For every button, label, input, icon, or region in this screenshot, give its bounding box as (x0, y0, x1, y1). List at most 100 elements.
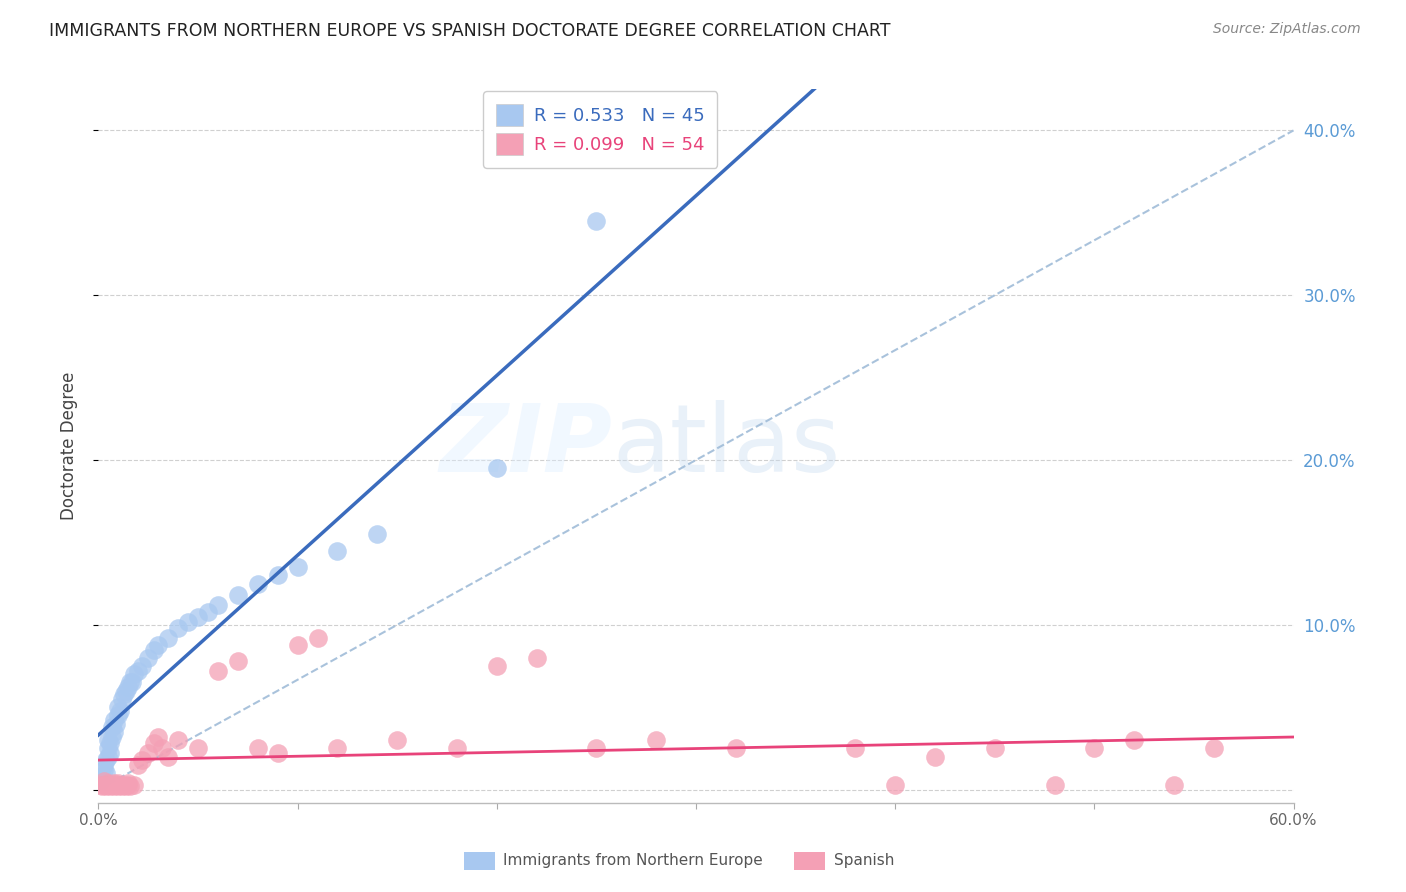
Point (267, 747, 290, 761)
Point (110, 778, 132, 792)
Point (117, 776, 139, 790)
Point (645, 733, 668, 747)
Point (98, 780, 122, 794)
Point (117, 681, 139, 695)
Point (187, 741, 209, 756)
Point (97, 749, 120, 764)
Point (526, 650, 548, 665)
Point (287, 638, 309, 652)
Point (107, 780, 129, 794)
Point (1083, 741, 1105, 756)
Point (127, 664, 149, 678)
Point (93, 778, 115, 792)
Point (187, 609, 209, 624)
Point (131, 659, 153, 673)
Point (307, 631, 329, 645)
Point (91, 769, 114, 783)
Point (112, 778, 135, 792)
Point (207, 664, 229, 678)
Point (112, 687, 135, 701)
Bar (464, 852, 495, 870)
Legend: R = 0.533   N = 45, R = 0.099   N = 54: R = 0.533 N = 45, R = 0.099 N = 54 (484, 91, 717, 168)
Point (97, 778, 120, 792)
Point (984, 741, 1007, 756)
Point (148, 730, 170, 744)
Point (1123, 733, 1146, 747)
Point (97, 776, 120, 790)
Point (115, 683, 138, 698)
Point (98, 747, 122, 761)
Point (97, 741, 120, 756)
Point (96, 780, 118, 794)
Text: IMMIGRANTS FROM NORTHERN EUROPE VS SPANISH DOCTORATE DEGREE CORRELATION CHART: IMMIGRANTS FROM NORTHERN EUROPE VS SPANI… (49, 22, 891, 40)
Point (326, 543, 349, 558)
Point (103, 725, 125, 739)
Point (724, 741, 747, 756)
Text: ZIP: ZIP (440, 400, 613, 492)
Point (246, 576, 269, 591)
Bar (794, 852, 825, 870)
Point (124, 667, 146, 681)
Point (884, 778, 907, 792)
Point (446, 741, 468, 756)
Text: Spanish: Spanish (834, 854, 894, 868)
Point (107, 776, 129, 790)
Point (101, 778, 124, 792)
Point (111, 780, 134, 794)
Point (121, 675, 143, 690)
Point (103, 776, 125, 790)
Point (103, 714, 125, 728)
Point (93, 758, 115, 772)
Point (385, 733, 409, 747)
Point (101, 730, 124, 744)
Point (115, 780, 138, 794)
Point (107, 700, 129, 714)
Point (96, 753, 118, 767)
Point (110, 704, 132, 718)
Point (107, 708, 129, 723)
Point (226, 654, 249, 668)
Point (89, 774, 111, 789)
Point (287, 560, 309, 574)
Point (157, 631, 180, 645)
Point (1163, 778, 1185, 792)
Point (167, 621, 190, 635)
Point (485, 461, 508, 475)
Point (267, 568, 290, 582)
Point (105, 778, 128, 792)
Point (124, 778, 146, 792)
Point (326, 741, 349, 756)
Point (136, 747, 159, 761)
Point (103, 780, 125, 794)
Point (1043, 778, 1066, 792)
Point (143, 736, 166, 750)
Point (177, 615, 200, 629)
Point (97, 733, 120, 747)
Y-axis label: Doctorate Degree: Doctorate Degree (59, 372, 77, 520)
Point (105, 716, 128, 731)
Point (131, 753, 153, 767)
Point (117, 778, 139, 792)
Point (98, 736, 122, 750)
Point (150, 741, 173, 756)
Point (207, 598, 229, 612)
Point (148, 638, 170, 652)
Point (585, 741, 607, 756)
Point (485, 659, 508, 673)
Point (89, 778, 111, 792)
Point (91, 780, 114, 794)
Point (93, 774, 115, 789)
Point (93, 763, 115, 777)
Point (1202, 741, 1225, 756)
Text: atlas: atlas (613, 400, 841, 492)
Point (844, 741, 866, 756)
Text: Source: ZipAtlas.com: Source: ZipAtlas.com (1213, 22, 1361, 37)
Point (143, 642, 166, 657)
Point (120, 780, 142, 794)
Point (96, 766, 118, 780)
Point (197, 605, 219, 619)
Point (111, 692, 134, 706)
Point (157, 749, 180, 764)
Point (924, 749, 946, 764)
Point (127, 758, 149, 772)
